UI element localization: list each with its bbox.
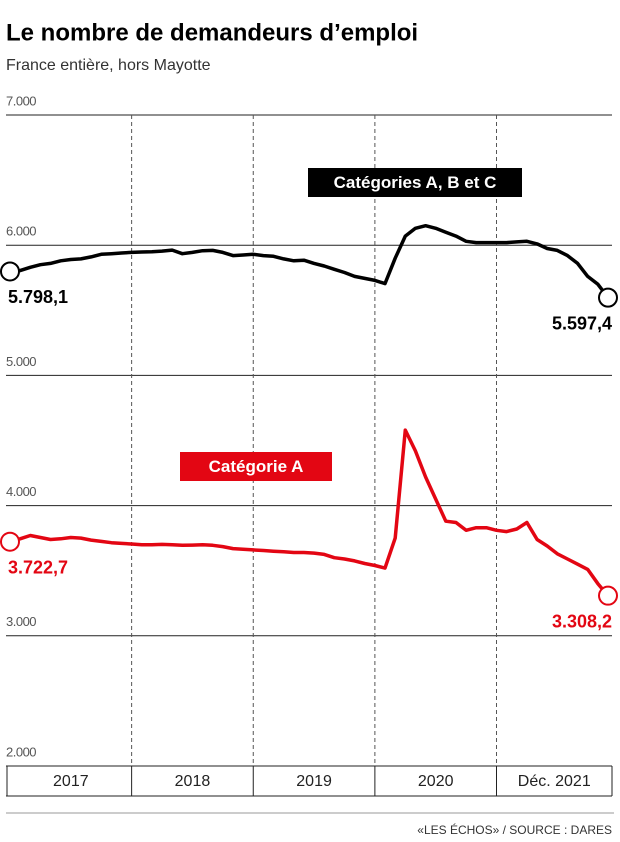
- x-tick-label: 2019: [296, 773, 332, 790]
- end-point: [598, 585, 618, 606]
- x-tick-label: 2017: [53, 773, 89, 790]
- series-label-box: [180, 452, 332, 481]
- x-tick-label: Déc. 2021: [518, 773, 591, 790]
- x-tick-label: 2018: [175, 773, 211, 790]
- series-label-box: [308, 168, 522, 197]
- end-point: [0, 261, 20, 282]
- y-tick-label: 6.000: [6, 224, 36, 239]
- y-tick-label: 7.000: [6, 93, 36, 108]
- y-tick-label: 4.000: [6, 484, 36, 499]
- source: «LES ÉCHOS» / SOURCE : DARES: [417, 822, 612, 837]
- end-point: [598, 287, 618, 308]
- legend-label: Catégorie A: [209, 457, 304, 476]
- y-tick-label: 2.000: [6, 744, 36, 759]
- chart-subtitle: France entière, hors Mayotte: [6, 57, 211, 74]
- y-tick-label: 3.000: [6, 614, 36, 629]
- series-line: [9, 223, 610, 299]
- legend-label: Catégories A, B et C: [334, 173, 497, 192]
- y-tick-label: 5.000: [6, 354, 36, 369]
- value-label: 5.597,4: [552, 313, 612, 333]
- chart-title: Le nombre de demandeurs d’emploi: [6, 19, 418, 46]
- series-line: [9, 428, 610, 597]
- x-tick-label: 2020: [418, 773, 454, 790]
- end-point: [0, 531, 20, 552]
- value-label: 5.798,1: [8, 287, 68, 307]
- value-label: 3.722,7: [8, 557, 68, 577]
- value-label: 3.308,2: [552, 611, 612, 631]
